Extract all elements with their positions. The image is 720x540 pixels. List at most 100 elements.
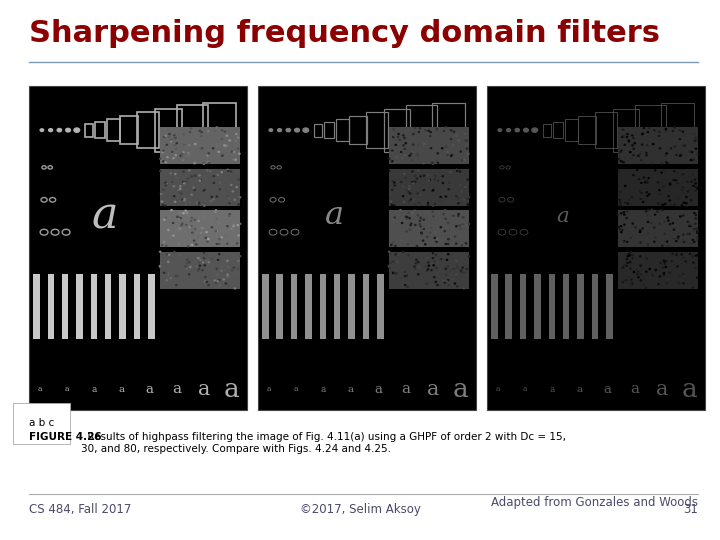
Circle shape: [686, 197, 687, 198]
Circle shape: [444, 231, 446, 232]
Text: ©2017, Selim Aksoy: ©2017, Selim Aksoy: [300, 503, 420, 516]
Circle shape: [227, 195, 228, 197]
Circle shape: [426, 283, 428, 284]
Circle shape: [194, 190, 195, 191]
Circle shape: [670, 204, 671, 205]
Circle shape: [423, 175, 425, 176]
Circle shape: [406, 231, 408, 232]
Circle shape: [618, 159, 620, 160]
Circle shape: [229, 140, 230, 141]
Bar: [160, 127, 240, 164]
Circle shape: [189, 274, 190, 275]
Text: a: a: [374, 383, 382, 396]
Circle shape: [664, 205, 665, 206]
Circle shape: [211, 227, 212, 228]
Circle shape: [409, 155, 410, 156]
Circle shape: [433, 265, 434, 266]
Circle shape: [208, 285, 210, 286]
Bar: [62, 274, 68, 339]
Circle shape: [498, 129, 502, 131]
Circle shape: [684, 145, 685, 146]
Circle shape: [437, 153, 438, 154]
Circle shape: [168, 230, 169, 231]
Circle shape: [646, 152, 647, 153]
Circle shape: [391, 152, 392, 153]
Circle shape: [695, 183, 696, 184]
Circle shape: [448, 222, 449, 224]
Circle shape: [627, 203, 629, 204]
Circle shape: [644, 182, 646, 183]
Circle shape: [633, 272, 634, 273]
Circle shape: [390, 201, 392, 202]
Circle shape: [193, 187, 194, 188]
Circle shape: [681, 254, 683, 255]
Circle shape: [666, 163, 667, 164]
Circle shape: [442, 183, 444, 184]
Circle shape: [391, 204, 392, 205]
Circle shape: [183, 213, 184, 214]
Bar: [491, 274, 498, 339]
Circle shape: [408, 228, 410, 230]
Circle shape: [450, 139, 451, 140]
Circle shape: [181, 223, 183, 224]
Circle shape: [693, 213, 695, 214]
Circle shape: [625, 202, 626, 203]
Circle shape: [624, 185, 626, 186]
Circle shape: [180, 186, 181, 187]
Circle shape: [689, 191, 690, 192]
Circle shape: [415, 212, 416, 213]
Circle shape: [196, 244, 197, 245]
Circle shape: [625, 157, 626, 158]
Circle shape: [456, 195, 457, 197]
Circle shape: [208, 163, 210, 164]
Circle shape: [660, 210, 662, 211]
Circle shape: [678, 236, 679, 237]
Circle shape: [685, 205, 687, 206]
Circle shape: [446, 281, 447, 282]
Circle shape: [619, 202, 621, 203]
Circle shape: [674, 171, 675, 172]
Circle shape: [692, 178, 693, 179]
Circle shape: [194, 219, 195, 220]
Circle shape: [467, 198, 469, 199]
Circle shape: [621, 213, 622, 214]
Circle shape: [696, 186, 697, 187]
Circle shape: [687, 181, 688, 182]
Circle shape: [163, 261, 164, 262]
Circle shape: [626, 218, 627, 219]
Bar: [336, 119, 349, 141]
Circle shape: [405, 285, 406, 286]
Circle shape: [642, 144, 643, 145]
Circle shape: [183, 152, 184, 153]
Circle shape: [191, 176, 192, 177]
Circle shape: [238, 260, 239, 261]
Circle shape: [228, 198, 230, 199]
Bar: [334, 274, 341, 339]
Circle shape: [650, 266, 652, 267]
Circle shape: [689, 225, 690, 226]
Circle shape: [181, 199, 183, 200]
Bar: [592, 274, 598, 339]
Circle shape: [204, 265, 205, 266]
Circle shape: [641, 152, 642, 153]
Circle shape: [163, 150, 164, 151]
Circle shape: [205, 237, 207, 238]
Circle shape: [679, 130, 680, 131]
Circle shape: [202, 228, 203, 229]
Circle shape: [631, 135, 633, 136]
Circle shape: [174, 195, 175, 197]
Circle shape: [402, 195, 404, 197]
Circle shape: [404, 148, 405, 150]
Circle shape: [657, 203, 659, 204]
Circle shape: [667, 187, 668, 188]
Circle shape: [196, 130, 197, 131]
Circle shape: [234, 199, 235, 200]
Circle shape: [672, 222, 673, 224]
Bar: [160, 169, 240, 206]
Circle shape: [629, 152, 631, 153]
Circle shape: [191, 194, 192, 195]
Circle shape: [190, 220, 192, 221]
Circle shape: [197, 202, 198, 203]
Circle shape: [202, 269, 203, 271]
Circle shape: [189, 145, 190, 146]
